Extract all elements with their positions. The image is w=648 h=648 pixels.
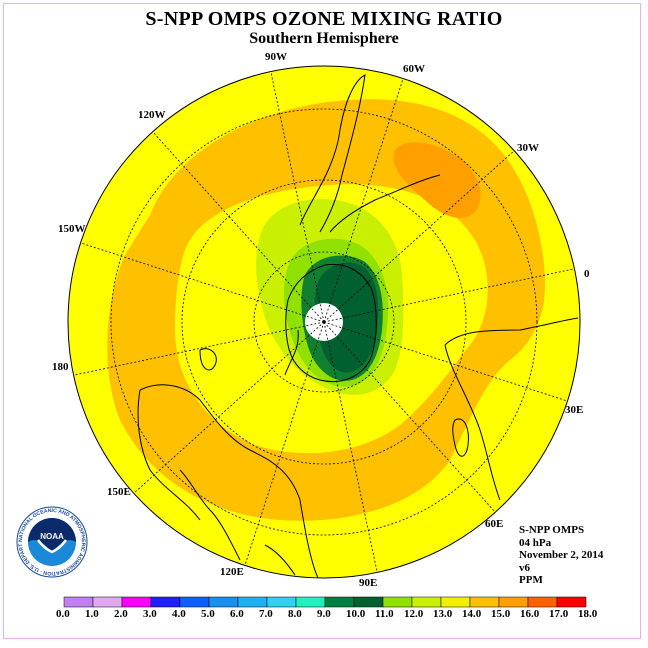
meridians xyxy=(73,71,575,573)
meridian-line xyxy=(323,268,575,323)
colorbar-swatch xyxy=(556,596,587,608)
ozone-region-13-14 xyxy=(107,99,546,521)
meridian-line xyxy=(323,150,515,323)
info-block: S-NPP OMPS 04 hPa November 2, 2014 v6 PP… xyxy=(519,524,603,587)
map-boundary xyxy=(67,65,581,579)
map-subtitle: Southern Hemisphere xyxy=(249,30,399,47)
info-version: v6 xyxy=(519,561,530,574)
colorbar-tick-label: 7.0 xyxy=(259,608,273,620)
svg-text:NOAA: NOAA xyxy=(40,532,64,541)
colorbar-tick-label: 4.0 xyxy=(172,608,186,620)
lon-label-90w: 90W xyxy=(265,51,287,63)
colorbar-tick-label: 18.0 xyxy=(578,608,598,620)
colorbar-tick-label: 10.0 xyxy=(346,608,366,620)
colorbar-tick-label: 6.0 xyxy=(230,608,244,620)
lon-label-60w: 60W xyxy=(403,63,425,75)
meridian-line xyxy=(80,242,325,323)
colorbar-tick-label: 2.0 xyxy=(114,608,128,620)
colorbar-swatch xyxy=(92,596,123,608)
info-pressure: 04 hPa xyxy=(519,536,552,549)
lon-label-30e: 30E xyxy=(565,404,584,416)
colorbar xyxy=(63,596,587,608)
colorbar-tick-label: 12.0 xyxy=(404,608,424,620)
lon-label-180: 180 xyxy=(52,361,69,373)
colorbar-swatch xyxy=(295,596,326,608)
colorbar-tick-label: 15.0 xyxy=(491,608,511,620)
colorbar-swatch xyxy=(208,596,239,608)
colorbar-swatch xyxy=(382,596,413,608)
colorbar-tick-label: 1.0 xyxy=(85,608,99,620)
colorbar-swatch xyxy=(121,596,152,608)
ozone-region-14-15 xyxy=(393,142,481,219)
colorbar-swatch xyxy=(498,596,529,608)
colorbar-tick-label: 17.0 xyxy=(549,608,569,620)
meridian-line xyxy=(323,321,568,402)
colorbar-tick-label: 13.0 xyxy=(433,608,453,620)
coastlines xyxy=(137,74,579,578)
noaa-logo: NATIONAL OCEANIC AND ATMOSPHERIC ADMINIS… xyxy=(16,506,88,578)
meridian-line xyxy=(323,321,496,513)
ozone-region-8-9 xyxy=(314,262,379,373)
colorbar-swatch xyxy=(469,596,500,608)
lon-label-90e: 90E xyxy=(359,577,378,589)
meridian-line xyxy=(323,78,404,323)
colorbar-swatch xyxy=(527,596,558,608)
lon-label-120e: 120E xyxy=(220,566,244,578)
colorbar-tick-label: 3.0 xyxy=(143,608,157,620)
meridian-line xyxy=(244,321,325,566)
colorbar-tick-label: 11.0 xyxy=(375,608,394,620)
colorbar-tick-label: 16.0 xyxy=(520,608,540,620)
colorbar-swatch xyxy=(440,596,471,608)
colorbar-swatch xyxy=(266,596,297,608)
lon-label-0: 0 xyxy=(584,268,590,280)
colorbar-tick-label: 9.0 xyxy=(317,608,331,620)
plot-frame xyxy=(3,3,641,639)
meridian-line xyxy=(270,71,325,323)
lon-label-60e: 60E xyxy=(485,518,504,530)
colorbar-tick-label: 5.0 xyxy=(201,608,215,620)
lon-label-150e: 150E xyxy=(107,486,131,498)
meridian-line xyxy=(323,321,378,573)
meridian-line xyxy=(133,321,325,494)
lon-label-30w: 30W xyxy=(517,142,539,154)
colorbar-swatch xyxy=(179,596,210,608)
info-date: November 2, 2014 xyxy=(519,549,604,561)
colorbar-swatch xyxy=(237,596,268,608)
colorbar-swatch xyxy=(353,596,384,608)
graticule xyxy=(110,108,538,536)
meridian-line xyxy=(152,131,325,323)
map-title: S-NPP OMPS OZONE MIXING RATIO xyxy=(145,8,503,30)
meridian-line xyxy=(73,321,325,376)
info-units: PPM xyxy=(519,574,543,586)
colorbar-tick-label: 14.0 xyxy=(462,608,482,620)
colorbar-tick-label: 8.0 xyxy=(288,608,302,620)
colorbar-tick-label: 0.0 xyxy=(56,608,70,620)
lon-label-120w: 120W xyxy=(138,109,166,121)
info-instrument: S-NPP OMPS xyxy=(519,524,585,536)
colorbar-swatch xyxy=(411,596,442,608)
lon-label-150w: 150W xyxy=(58,223,86,235)
colorbar-swatch xyxy=(150,596,181,608)
colorbar-swatch xyxy=(324,596,355,608)
colorbar-swatch xyxy=(63,596,94,608)
